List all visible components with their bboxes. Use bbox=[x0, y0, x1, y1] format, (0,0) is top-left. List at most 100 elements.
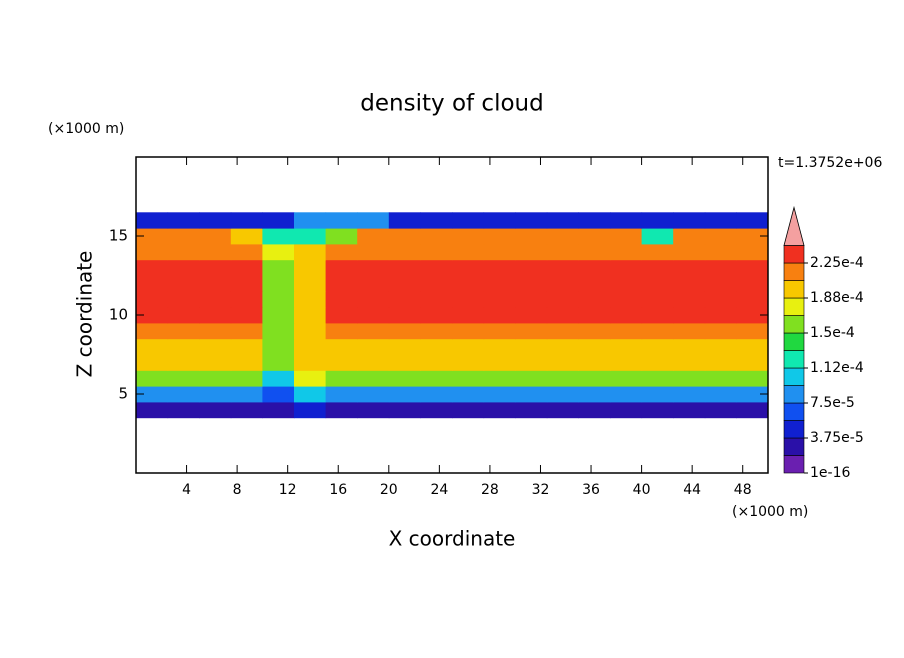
field-cell bbox=[136, 307, 169, 324]
x-tick-label: 4 bbox=[182, 482, 191, 498]
colorbar-label: 7.5e-5 bbox=[810, 395, 855, 411]
field-cell bbox=[483, 228, 516, 245]
field-cell bbox=[641, 370, 674, 387]
field-cell bbox=[546, 354, 579, 371]
field-cell bbox=[483, 386, 516, 403]
field-cell bbox=[673, 370, 706, 387]
field-cell bbox=[262, 354, 295, 371]
field-cell bbox=[325, 370, 358, 387]
field-cell bbox=[483, 370, 516, 387]
field-cell bbox=[230, 212, 263, 229]
field-cell bbox=[325, 354, 358, 371]
field-cell bbox=[515, 401, 548, 419]
field-cell bbox=[388, 401, 421, 419]
field-cell bbox=[325, 401, 358, 419]
field-cell bbox=[420, 401, 453, 419]
field-cell bbox=[578, 275, 611, 292]
field-cell bbox=[230, 401, 263, 419]
field-cell bbox=[483, 322, 516, 340]
field-cell bbox=[294, 275, 327, 292]
field-cell bbox=[736, 322, 769, 340]
field-cell bbox=[199, 322, 232, 340]
field-cell bbox=[673, 243, 706, 261]
field-cell bbox=[546, 338, 579, 355]
colorbar-label: 1.88e-4 bbox=[810, 290, 864, 306]
field-cell bbox=[641, 243, 674, 261]
x-tick-label: 28 bbox=[481, 482, 499, 498]
field-cell bbox=[515, 386, 548, 403]
colorbar-band bbox=[783, 332, 805, 351]
field-cell bbox=[136, 291, 169, 308]
field-cell bbox=[736, 228, 769, 245]
field-cell bbox=[325, 228, 358, 245]
field-cell bbox=[673, 291, 706, 308]
field-cell bbox=[357, 307, 390, 324]
field-cell bbox=[483, 291, 516, 308]
field-cell bbox=[515, 275, 548, 292]
field-cell bbox=[641, 259, 674, 276]
field-cell bbox=[736, 291, 769, 308]
field-cell bbox=[167, 291, 200, 308]
field-cell bbox=[294, 228, 327, 245]
field-cell bbox=[546, 275, 579, 292]
field-cell bbox=[136, 354, 169, 371]
x-tick-label: 44 bbox=[683, 482, 701, 498]
field-cell bbox=[610, 275, 643, 292]
field-cell bbox=[325, 291, 358, 308]
field-cell bbox=[420, 370, 453, 387]
field-cell bbox=[736, 338, 769, 355]
field-cell bbox=[452, 322, 485, 340]
field-cell bbox=[199, 275, 232, 292]
field-cell bbox=[610, 370, 643, 387]
field-cell bbox=[610, 212, 643, 229]
field-cell bbox=[546, 401, 579, 419]
chart-title: density of cloud bbox=[360, 91, 543, 117]
field-cell bbox=[578, 338, 611, 355]
field-cell bbox=[388, 307, 421, 324]
x-tick-label: 48 bbox=[734, 482, 752, 498]
field-cell bbox=[704, 354, 737, 371]
field-cell bbox=[420, 386, 453, 403]
field-cell bbox=[136, 212, 169, 229]
field-cell bbox=[388, 322, 421, 340]
field-cell bbox=[610, 291, 643, 308]
field-cell bbox=[641, 322, 674, 340]
x-tick-label: 40 bbox=[633, 482, 651, 498]
field-cell bbox=[483, 307, 516, 324]
field-cell bbox=[515, 212, 548, 229]
field-cell bbox=[673, 338, 706, 355]
field-cell bbox=[420, 275, 453, 292]
field-cell bbox=[420, 354, 453, 371]
colorbar-band bbox=[783, 402, 805, 421]
field-cell bbox=[167, 212, 200, 229]
field-cell bbox=[199, 243, 232, 261]
field-cell bbox=[641, 212, 674, 229]
field-cell bbox=[673, 322, 706, 340]
field-cell bbox=[230, 322, 263, 340]
field-cell bbox=[452, 338, 485, 355]
field-cell bbox=[578, 386, 611, 403]
field-cell bbox=[452, 291, 485, 308]
field-cell bbox=[388, 228, 421, 245]
field-cell bbox=[136, 338, 169, 355]
field-cell bbox=[136, 401, 169, 419]
field-cell bbox=[641, 228, 674, 245]
field-cell bbox=[294, 307, 327, 324]
field-cell bbox=[578, 212, 611, 229]
field-cell bbox=[546, 212, 579, 229]
field-cell bbox=[546, 291, 579, 308]
field-cell bbox=[136, 370, 169, 387]
field-cell bbox=[578, 228, 611, 245]
field-cell bbox=[515, 228, 548, 245]
field-cell bbox=[294, 386, 327, 403]
colorbar-label: 1.5e-4 bbox=[810, 325, 855, 341]
field-cell bbox=[199, 354, 232, 371]
x-tick-label: 24 bbox=[430, 482, 448, 498]
field-cell bbox=[262, 275, 295, 292]
field-cell bbox=[736, 401, 769, 419]
field-cell bbox=[199, 212, 232, 229]
colorbar-band bbox=[783, 367, 805, 386]
field-cell bbox=[641, 354, 674, 371]
field-cell bbox=[578, 370, 611, 387]
field-cell bbox=[641, 307, 674, 324]
